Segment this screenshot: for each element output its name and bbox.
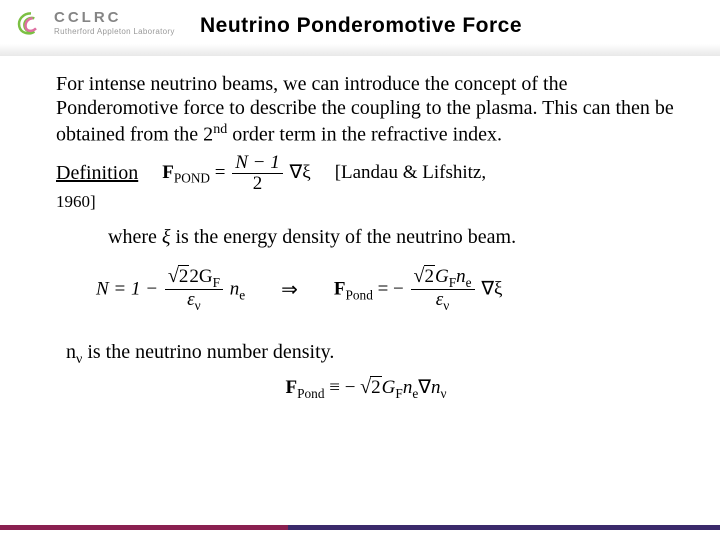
equation-fpond: FPOND = N − 1 2 ∇ξ	[162, 153, 310, 194]
nn-description: nν is the neutrino number density.	[66, 341, 676, 368]
logo-subtitle: Rutherford Appleton Laboratory	[54, 27, 175, 36]
slide-header: CCLRC Rutherford Appleton Laboratory Neu…	[0, 0, 720, 56]
equation-n: N = 1 − 22GF εν ne	[96, 267, 245, 314]
intro-sup: nd	[213, 122, 227, 137]
slide-body: For intense neutrino beams, we can intro…	[0, 56, 720, 402]
equation-final: FPond ≡ − 2GFne∇nν	[56, 376, 676, 402]
where-line: where ξ is the energy density of the neu…	[108, 226, 676, 249]
logo: CCLRC Rutherford Appleton Laboratory	[14, 10, 175, 40]
footer-divider	[0, 525, 720, 530]
cclrc-swirl-icon	[14, 10, 48, 40]
intro-text-2: order term in the refractive index.	[227, 123, 502, 145]
reference-citation: [Landau & Lifshitz,	[335, 162, 486, 184]
slide-title: Neutrino Ponderomotive Force	[200, 14, 522, 38]
definition-label: Definition	[56, 162, 138, 185]
equation-fpond-2: FPond = − 2GFne εν ∇ξ	[334, 267, 503, 314]
equation-row-2: N = 1 − 22GF εν ne ⇒ FPond = − 2GFne εν …	[96, 267, 676, 314]
definition-row: Definition FPOND = N − 1 2 ∇ξ [Landau & …	[56, 153, 676, 194]
reference-year: 1960]	[56, 192, 676, 212]
intro-paragraph: For intense neutrino beams, we can intro…	[56, 72, 676, 147]
logo-text: CCLRC	[54, 10, 175, 25]
implies-symbol: ⇒	[281, 277, 298, 302]
